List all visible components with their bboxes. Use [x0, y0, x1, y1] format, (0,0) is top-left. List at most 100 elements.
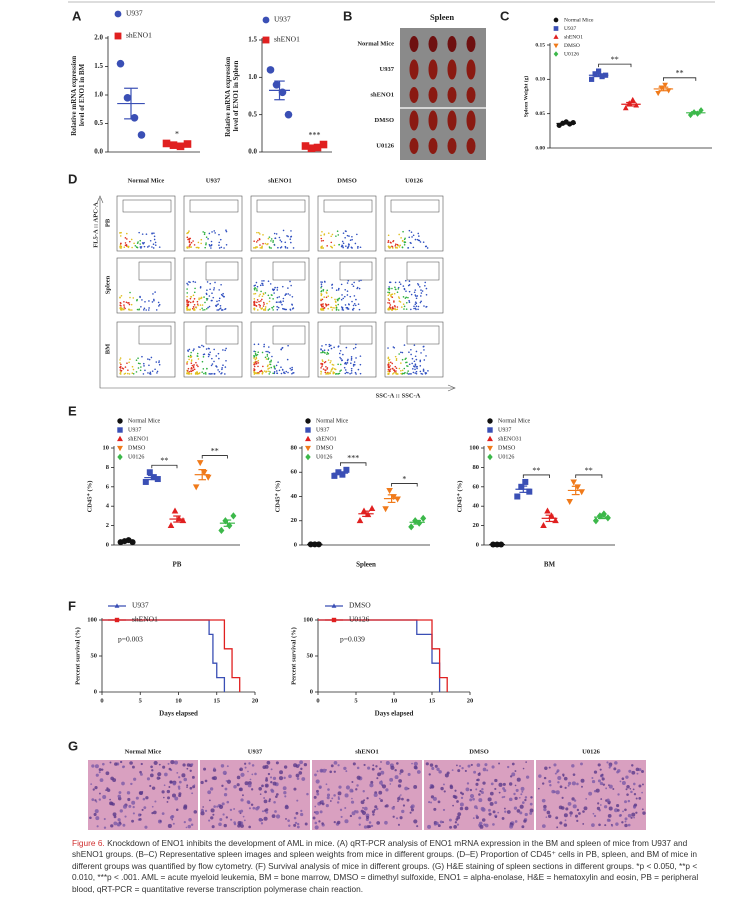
flow-event [193, 348, 195, 350]
flow-event [119, 232, 121, 234]
x-tick-label: 15 [429, 697, 436, 704]
flow-event [420, 372, 423, 375]
nucleus [210, 808, 215, 813]
nucleus [548, 766, 551, 769]
flow-event [211, 231, 213, 233]
y-axis-label: Relative mRNA expression level of ENO1 i… [69, 54, 85, 136]
flow-event [222, 292, 224, 295]
flow-event [410, 353, 412, 356]
flow-event [253, 373, 256, 375]
nucleus [222, 770, 227, 775]
flow-event [408, 351, 410, 353]
flow-event [212, 296, 215, 299]
flow-event [220, 283, 222, 286]
flow-event [273, 244, 276, 246]
nucleus [102, 762, 105, 766]
nucleus [597, 802, 600, 805]
nucleus [366, 797, 369, 800]
nucleus [272, 776, 277, 780]
histology-label: U0126 [582, 748, 600, 755]
flow-plot [317, 257, 377, 314]
nucleus [171, 818, 174, 821]
flow-event [257, 239, 259, 242]
nucleus [585, 797, 588, 800]
flow-event [259, 247, 262, 249]
nucleus [96, 825, 99, 828]
spleen [447, 59, 457, 80]
flow-event [256, 231, 258, 234]
flow-plot [183, 195, 243, 252]
legend-label: shENO1 [564, 34, 583, 40]
flow-event [320, 281, 322, 283]
flow-event [130, 238, 133, 241]
flow-event [143, 365, 145, 367]
point [137, 131, 146, 139]
nucleus [163, 784, 166, 787]
nucleus [476, 779, 478, 781]
nucleus [574, 814, 579, 818]
nucleus [351, 781, 354, 784]
nucleus [319, 810, 323, 814]
nucleus [251, 764, 255, 767]
nucleus [448, 818, 452, 822]
flow-event [416, 367, 418, 370]
flow-event [209, 351, 211, 354]
flow-event [207, 355, 210, 358]
nucleus [254, 772, 257, 776]
flow-event [388, 286, 390, 288]
nucleus [627, 813, 632, 818]
legend-label: U0126 [316, 454, 332, 460]
nucleus [98, 771, 101, 774]
nucleus [582, 810, 585, 813]
survival-curve [318, 619, 448, 692]
nucleus [151, 805, 154, 808]
nucleus [489, 791, 494, 796]
nucleus [635, 797, 638, 800]
nucleus [631, 764, 634, 767]
flow-event [261, 295, 264, 298]
flow-event [213, 360, 215, 363]
nucleus [325, 783, 328, 786]
flow-event [151, 232, 153, 234]
flow-gate [138, 261, 172, 281]
nucleus [93, 812, 97, 816]
flow-event [266, 302, 268, 305]
flow-event [197, 241, 200, 244]
nucleus [304, 822, 308, 826]
nucleus [331, 797, 334, 800]
flow-event [216, 366, 218, 368]
flow-event [328, 343, 331, 346]
nucleus [492, 823, 495, 826]
flow-event [415, 372, 418, 375]
flow-event [346, 247, 349, 249]
point [386, 488, 393, 495]
nucleus [186, 786, 188, 788]
nucleus [240, 798, 244, 802]
nucleus [484, 763, 488, 767]
nucleus [524, 798, 527, 802]
nucleus [498, 791, 501, 794]
flow-event [427, 370, 429, 372]
flow-event [346, 234, 349, 237]
nucleus [430, 784, 435, 789]
nucleus [614, 808, 619, 813]
flow-event [322, 360, 324, 363]
significance-label: * [175, 129, 179, 138]
flow-event [219, 307, 222, 310]
flow-event [351, 235, 353, 238]
nucleus [296, 799, 299, 802]
nucleus [551, 789, 555, 794]
flow-event [196, 364, 198, 366]
flow-event [221, 309, 223, 311]
flow-event [414, 368, 416, 371]
nucleus [349, 788, 354, 793]
flow-event [277, 361, 279, 363]
flow-event [388, 289, 391, 291]
flow-event [269, 361, 271, 363]
nucleus [373, 808, 376, 811]
flow-event [330, 347, 333, 350]
nucleus [513, 806, 518, 810]
flow-event [278, 296, 281, 298]
flow-event [224, 307, 227, 310]
nucleus [256, 805, 260, 809]
